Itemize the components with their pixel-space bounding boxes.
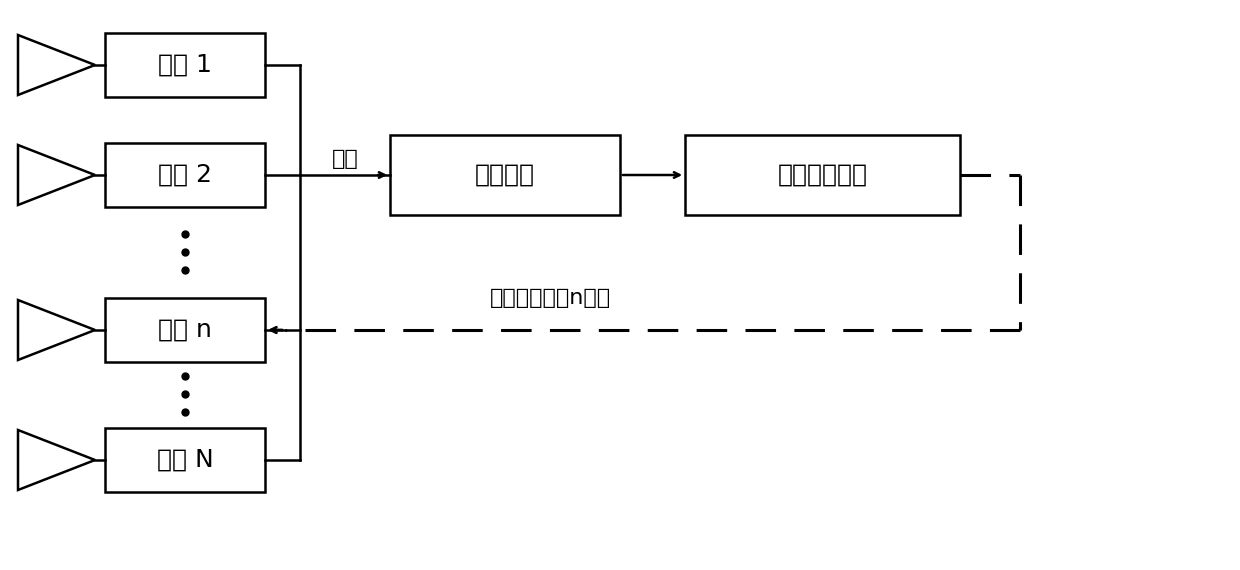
- Text: 通道 N: 通道 N: [156, 448, 213, 472]
- Text: 信号采样: 信号采样: [475, 163, 534, 187]
- Text: 接收: 接收: [331, 149, 358, 169]
- Text: 通道 1: 通道 1: [157, 53, 212, 77]
- Bar: [684, 135, 960, 215]
- Text: 通道 n: 通道 n: [157, 318, 212, 342]
- Bar: [105, 33, 265, 97]
- Text: 干扰信号生成: 干扰信号生成: [777, 163, 868, 187]
- Bar: [105, 298, 265, 362]
- Text: 通道 2: 通道 2: [157, 163, 212, 187]
- Bar: [105, 428, 265, 492]
- Bar: [105, 143, 265, 207]
- Text: 其中一个通道n发射: 其中一个通道n发射: [490, 288, 611, 308]
- Bar: [391, 135, 620, 215]
